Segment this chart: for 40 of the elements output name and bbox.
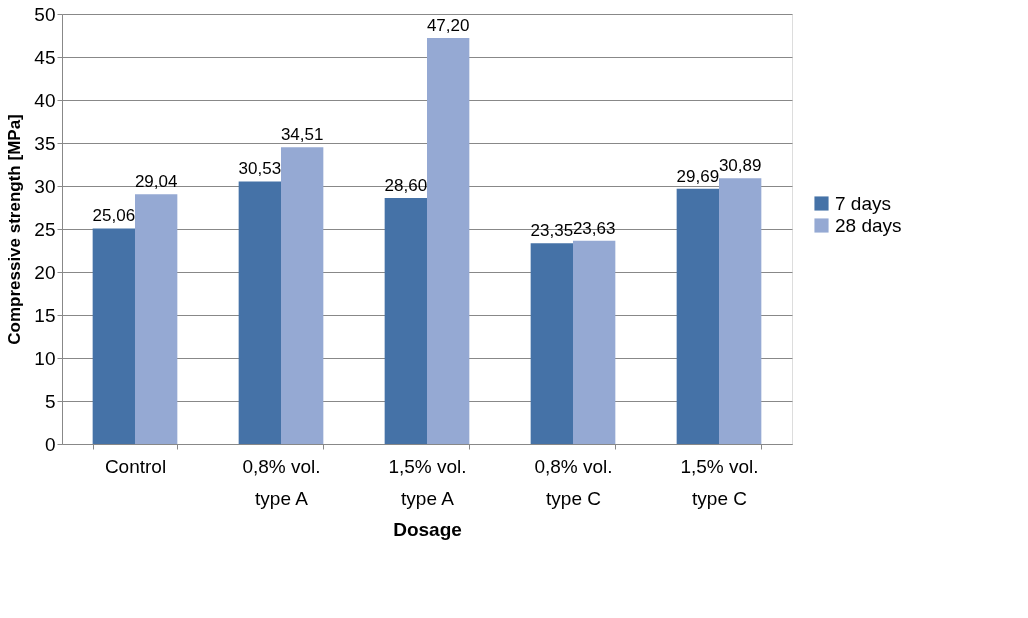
data-label: 23,63 bbox=[572, 218, 616, 238]
data-label: 25,06 bbox=[92, 206, 136, 226]
y-tick-label: 5 bbox=[44, 390, 56, 412]
x-tick-label: 1,5% vol. type A bbox=[388, 455, 467, 509]
bar bbox=[573, 240, 616, 444]
y-tick-label: 30 bbox=[34, 175, 56, 197]
bar bbox=[530, 243, 573, 444]
data-label: 29,04 bbox=[134, 172, 178, 192]
data-label: 34,51 bbox=[280, 125, 324, 145]
bar bbox=[135, 194, 178, 444]
y-tick-label: 20 bbox=[34, 261, 56, 283]
data-label: 30,53 bbox=[238, 159, 282, 179]
x-tick-label: 0,8% vol. type A bbox=[242, 455, 321, 509]
data-label: 23,35 bbox=[530, 221, 574, 241]
y-tick-label: 25 bbox=[34, 218, 56, 240]
y-tick-label: 40 bbox=[34, 89, 56, 111]
x-axis-title: Dosage bbox=[393, 518, 462, 540]
y-tick-label: 0 bbox=[44, 433, 56, 455]
bar bbox=[384, 198, 427, 444]
legend-label: 7 days bbox=[835, 192, 891, 214]
bar bbox=[676, 188, 719, 444]
x-tick-label: Control bbox=[104, 455, 167, 477]
y-tick-label: 10 bbox=[34, 347, 56, 369]
y-tick-label: 45 bbox=[34, 46, 56, 68]
bar bbox=[427, 38, 470, 444]
y-tick-label: 15 bbox=[34, 304, 56, 326]
x-tick-label: 1,5% vol. type C bbox=[680, 455, 759, 509]
data-label: 47,20 bbox=[426, 16, 470, 36]
bar bbox=[92, 228, 135, 444]
data-label: 29,69 bbox=[676, 166, 720, 186]
y-axis-title: Compressive strength [MPa] bbox=[5, 114, 25, 345]
x-tick-label: 0,8% vol. type C bbox=[534, 455, 613, 509]
legend-label: 28 days bbox=[835, 214, 902, 236]
bar bbox=[719, 178, 762, 444]
y-tick-label: 50 bbox=[34, 3, 56, 25]
data-label: 28,60 bbox=[384, 176, 428, 196]
bar bbox=[238, 181, 281, 444]
y-tick-label: 35 bbox=[34, 132, 56, 154]
bar bbox=[281, 147, 324, 444]
data-label: 30,89 bbox=[718, 156, 762, 176]
